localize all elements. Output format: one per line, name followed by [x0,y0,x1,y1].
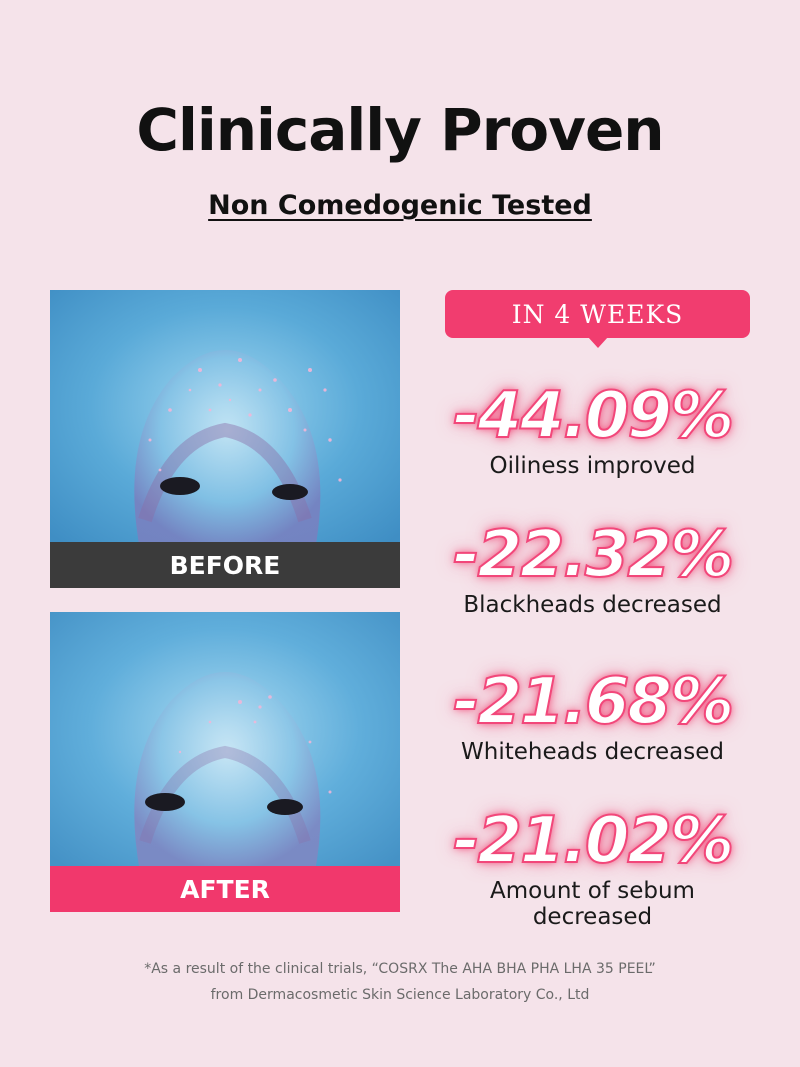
duration-badge: IN 4 WEEKS [445,290,750,348]
page-title: Clinically Proven [136,96,664,164]
stat-value: -21.02% [452,804,735,878]
stat-oiliness: -44.09% Oiliness improved [430,379,755,479]
stat-blackheads: -22.32% Blackheads decreased [430,518,755,618]
footnote-line-1: *As a result of the clinical trials, “CO… [144,961,656,977]
stat-label: Whiteheads decreased [461,739,724,765]
stat-value: -22.32% [452,518,735,592]
stat-label: Blackheads decreased [463,592,722,618]
subtitle-text: Non Comedogenic Tested [208,190,592,221]
footnote-line-2: from Dermacosmetic Skin Science Laborato… [210,987,590,1003]
footnote: *As a result of the clinical trials, “CO… [0,956,800,1008]
after-nose-image [50,612,400,872]
before-caption: BEFORE [50,542,400,588]
before-nose-image [50,290,400,550]
after-photo: AFTER [50,612,400,912]
after-caption: AFTER [50,866,400,912]
before-photo: BEFORE [50,290,400,588]
stat-sebum: -21.02% Amount of sebum decreased [430,804,755,930]
stat-value: -44.09% [452,379,735,453]
stat-label: Amount of sebum decreased [490,878,695,930]
stat-label: Oiliness improved [489,453,696,479]
page-subtitle: Non Comedogenic Tested [0,190,800,221]
stat-whiteheads: -21.68% Whiteheads decreased [430,665,755,765]
stat-value: -21.68% [452,665,735,739]
